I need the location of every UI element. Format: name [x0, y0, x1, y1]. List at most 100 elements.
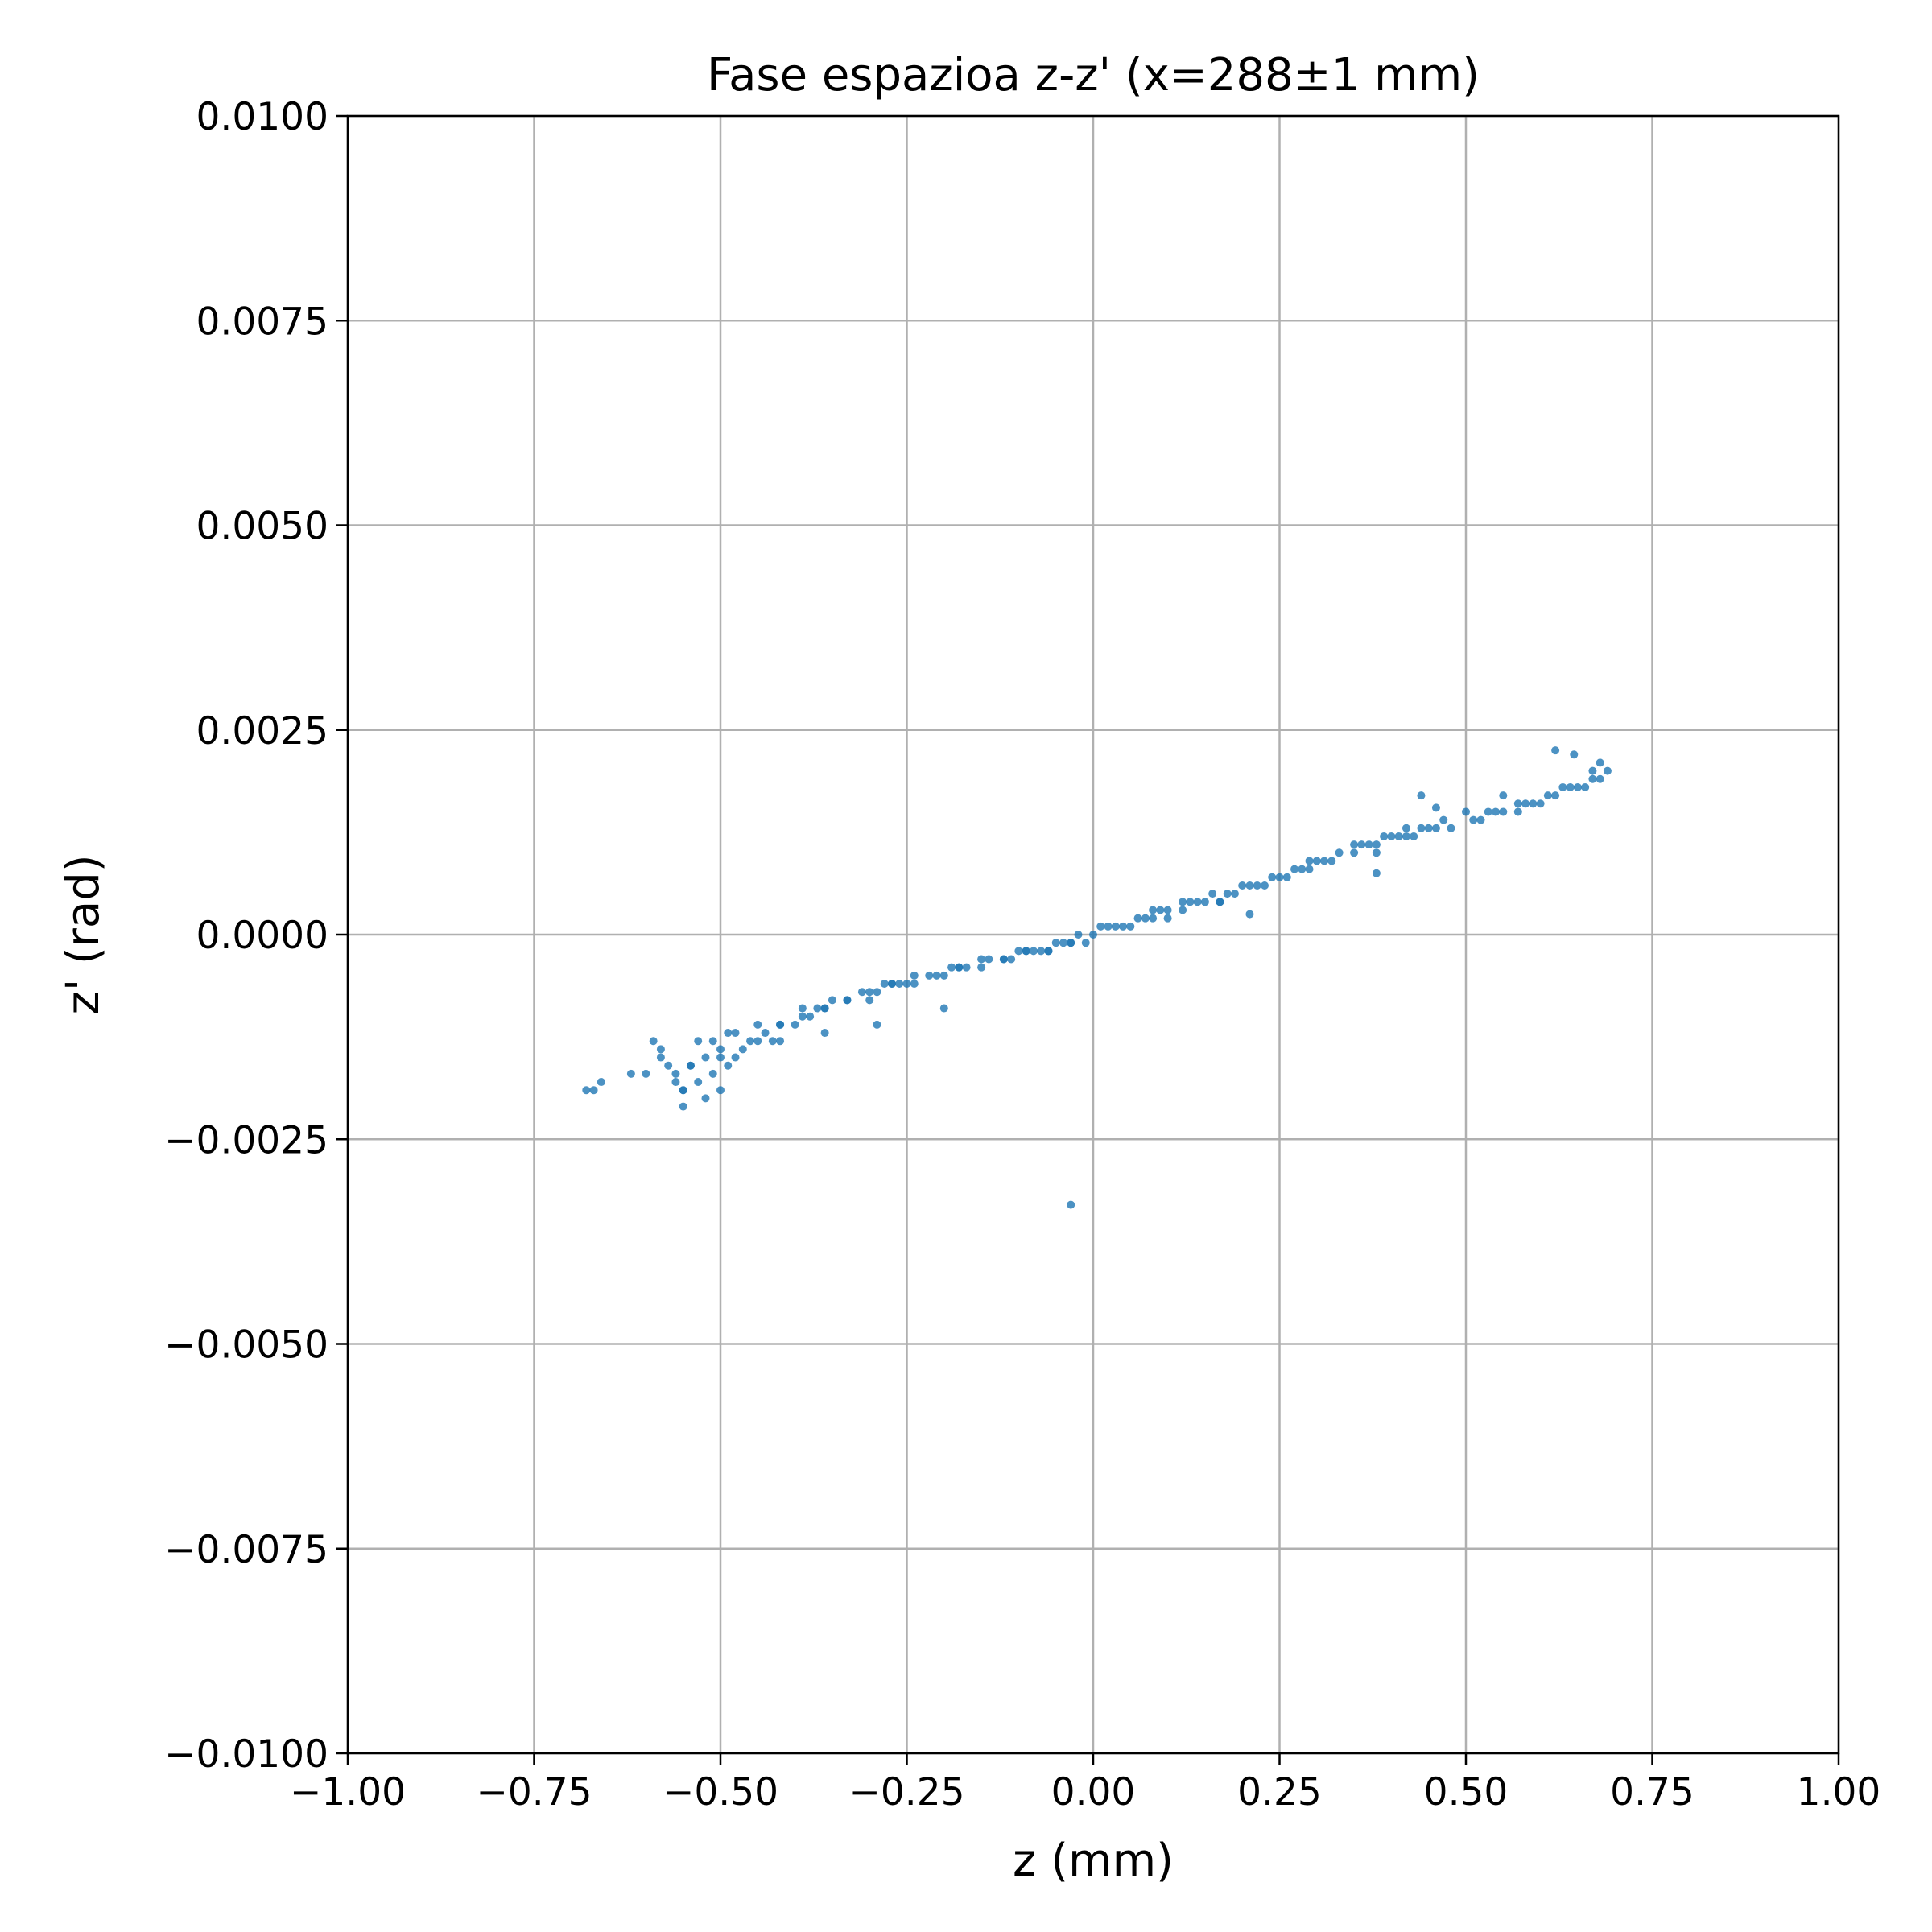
- data-point: [1529, 799, 1538, 808]
- data-point: [820, 1029, 829, 1038]
- data-point: [671, 1069, 680, 1078]
- data-point: [1290, 865, 1299, 873]
- data-point: [1588, 766, 1597, 775]
- y-axis-label: z' (rad): [57, 854, 109, 1014]
- y-tick-label: −0.0100: [164, 1732, 328, 1777]
- data-point: [1439, 815, 1448, 824]
- data-point: [746, 1037, 755, 1046]
- data-point: [1558, 782, 1567, 791]
- data-point: [1133, 914, 1142, 923]
- data-point: [724, 1061, 733, 1070]
- data-point: [1335, 848, 1344, 857]
- data-point: [873, 988, 881, 997]
- data-point: [738, 1045, 747, 1054]
- x-tick-label: 0.75: [1610, 1770, 1695, 1814]
- data-point: [1462, 807, 1470, 816]
- data-point: [857, 988, 866, 997]
- data-point: [843, 996, 852, 1005]
- data-point: [887, 980, 896, 989]
- x-axis-label: z (mm): [1013, 1835, 1174, 1887]
- data-point: [1007, 955, 1016, 964]
- data-point: [708, 1037, 717, 1046]
- data-point: [753, 1020, 762, 1029]
- data-point: [1051, 939, 1060, 947]
- data-point: [776, 1020, 785, 1029]
- data-point: [656, 1045, 665, 1054]
- x-tick-label: 0.25: [1237, 1770, 1322, 1814]
- data-point: [1543, 791, 1552, 800]
- data-point: [798, 1004, 807, 1013]
- data-point: [1312, 857, 1321, 865]
- data-point: [1320, 857, 1329, 865]
- data-point: [1216, 898, 1224, 906]
- data-point: [1596, 758, 1604, 767]
- data-point: [716, 1053, 724, 1062]
- x-tick-label: 0.00: [1051, 1770, 1136, 1814]
- data-point: [939, 1004, 948, 1013]
- data-point: [798, 1012, 807, 1021]
- data-point: [1447, 824, 1455, 832]
- data-point: [1573, 782, 1582, 791]
- data-point: [1551, 746, 1560, 755]
- data-point: [1372, 840, 1381, 849]
- y-tick-label: 0.0025: [196, 709, 328, 753]
- data-point: [1208, 890, 1217, 898]
- data-point: [820, 1004, 829, 1013]
- data-point: [1372, 869, 1381, 877]
- data-point: [1327, 857, 1336, 865]
- data-point: [731, 1053, 740, 1062]
- data-point: [1431, 803, 1440, 812]
- data-point: [999, 955, 1008, 964]
- data-point: [649, 1037, 658, 1046]
- data-point: [671, 1078, 680, 1087]
- data-point: [1350, 840, 1359, 849]
- data-point: [947, 963, 956, 972]
- data-point: [1200, 898, 1209, 906]
- x-tick-label: 0.50: [1424, 1770, 1509, 1814]
- data-point: [1156, 906, 1165, 914]
- data-point: [1223, 890, 1232, 898]
- data-point: [880, 980, 889, 989]
- data-point: [1275, 873, 1284, 881]
- data-point: [865, 996, 874, 1005]
- data-point: [1536, 799, 1545, 808]
- data-point: [1499, 807, 1508, 816]
- x-tick-label: −0.75: [476, 1770, 592, 1814]
- data-point: [1372, 848, 1381, 857]
- data-point: [768, 1037, 777, 1046]
- data-point: [582, 1086, 591, 1095]
- data-point: [708, 1069, 717, 1078]
- data-point: [589, 1086, 598, 1095]
- data-point: [1492, 807, 1501, 816]
- data-point: [686, 1061, 695, 1070]
- data-point: [1364, 840, 1373, 849]
- data-point: [701, 1053, 710, 1062]
- data-point: [1245, 910, 1254, 919]
- data-point: [679, 1086, 687, 1095]
- data-point: [1037, 947, 1046, 956]
- data-point: [910, 980, 919, 989]
- data-point: [955, 963, 964, 972]
- y-tick-label: 0.0100: [196, 95, 328, 139]
- data-point: [1305, 865, 1314, 873]
- data-point: [1513, 807, 1522, 816]
- data-point: [1238, 881, 1247, 890]
- data-point: [939, 971, 948, 980]
- data-point: [626, 1069, 635, 1078]
- data-point: [1260, 881, 1269, 890]
- data-point: [597, 1078, 605, 1087]
- data-point: [962, 963, 971, 972]
- data-point: [865, 988, 874, 997]
- data-point: [1179, 898, 1187, 906]
- data-point: [1380, 832, 1389, 840]
- data-point: [761, 1029, 770, 1038]
- x-tick-label: −1.00: [290, 1770, 406, 1814]
- data-point: [1163, 914, 1172, 923]
- data-point: [910, 971, 919, 980]
- data-point: [977, 955, 986, 964]
- data-point: [1149, 906, 1158, 914]
- data-point: [1431, 824, 1440, 832]
- data-point: [694, 1037, 703, 1046]
- data-point: [1089, 931, 1097, 939]
